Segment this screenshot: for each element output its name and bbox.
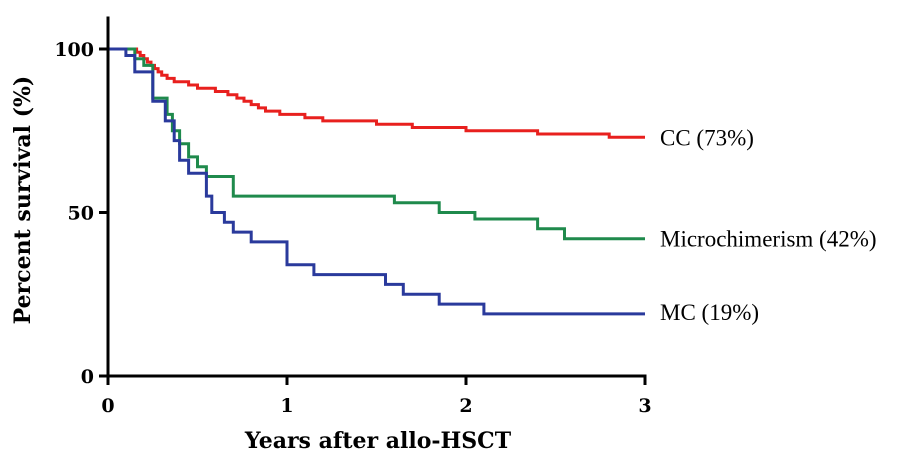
y-axis-title: Percent survival (%) [10, 76, 36, 325]
series-line-2 [108, 47, 645, 316]
x-tick-label: 2 [459, 395, 472, 417]
y-tick-label: 50 [68, 203, 94, 225]
y-tick-label: 100 [54, 39, 94, 61]
series-label-0: CC (73%) [660, 125, 754, 150]
series-label-1: Microchimerism (42%) [660, 227, 877, 252]
plot-lines [108, 47, 645, 316]
x-tick-label: 1 [280, 395, 293, 417]
y-tick-label: 0 [81, 366, 94, 388]
x-tick-label: 3 [638, 395, 651, 417]
series-labels: CC (73%) Microchimerism (42%) MC (19%) [660, 125, 877, 325]
series-label-2: MC (19%) [660, 300, 759, 325]
series-line-0 [108, 47, 645, 139]
ticks: 0 50 100 0 1 2 3 [54, 39, 651, 417]
series-line-1 [108, 47, 645, 241]
axes [106, 16, 647, 378]
x-tick-label: 0 [101, 395, 114, 417]
x-axis-title: Years after allo-HSCT [244, 428, 512, 454]
